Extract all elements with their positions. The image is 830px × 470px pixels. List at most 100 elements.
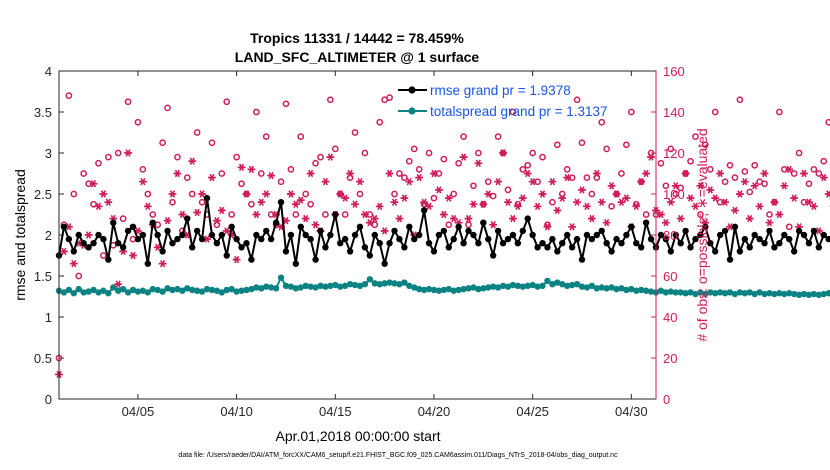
y2-tick-label: 60 [663, 269, 677, 284]
obs-evaluated-point [301, 214, 310, 223]
rmse-point [815, 244, 823, 251]
obs-evaluated-point [449, 214, 458, 223]
obs-possible-point [327, 96, 334, 104]
obs-possible-point [731, 174, 739, 181]
obs-evaluated-point [89, 180, 98, 188]
rmse-point [721, 227, 729, 235]
rmse-point [332, 211, 339, 218]
rmse-point [302, 231, 309, 239]
obs-evaluated-point [637, 178, 645, 186]
y-tick-label: 2 [45, 228, 52, 243]
obs-evaluated-point [168, 190, 177, 198]
totalspread-point [475, 285, 482, 293]
totalspread-point [430, 286, 438, 294]
rmse-point [346, 248, 354, 255]
obs-possible-point [183, 174, 191, 181]
rmse-point [351, 231, 359, 239]
obs-evaluated-point [819, 173, 828, 182]
rmse-point [110, 219, 117, 226]
obs-evaluated-point [509, 214, 517, 223]
totalspread-point [189, 286, 196, 294]
obs-evaluated-point [252, 210, 261, 219]
totalspread-point [179, 287, 186, 294]
obs-evaluated-point [681, 169, 690, 178]
rmse-point [771, 244, 778, 251]
totalspread-point [223, 286, 230, 294]
obs-possible-point [662, 182, 670, 190]
obs-evaluated-point [691, 202, 700, 210]
totalspread-point [480, 285, 487, 292]
totalspread-point [346, 281, 354, 288]
obs-evaluated-point [612, 190, 621, 198]
rmse-point [805, 240, 813, 247]
obs-evaluated-point [667, 198, 675, 206]
rmse-point [736, 248, 744, 255]
rmse-point [208, 231, 216, 239]
rmse-point [356, 223, 364, 230]
obs-possible-point [405, 157, 413, 165]
obs-evaluated-point [548, 178, 557, 186]
y2-tick-label: 20 [663, 351, 677, 366]
totalspread-point [184, 285, 191, 292]
rmse-point [90, 240, 97, 247]
rmse-point [716, 231, 724, 239]
rmse-point [568, 244, 576, 251]
obs-possible-point [642, 211, 650, 218]
rmse-point [376, 240, 383, 247]
obs-evaluated-point [553, 206, 562, 215]
obs-evaluated-point [676, 214, 685, 223]
obs-evaluated-point [208, 173, 216, 182]
totalspread-point [707, 289, 714, 296]
obs-possible-point [529, 149, 537, 157]
totalspread-point [672, 289, 679, 296]
obs-evaluated-point [775, 210, 784, 219]
obs-evaluated-point [60, 247, 68, 256]
totalspread-point [154, 286, 161, 294]
totalspread-point [139, 287, 147, 294]
obs-evaluated-point [420, 198, 428, 206]
totalspread-point [460, 285, 467, 293]
obs-possible-point [144, 190, 152, 198]
rmse-point [277, 199, 285, 206]
obs-possible-point [494, 133, 502, 140]
obs-evaluated-point [84, 231, 93, 239]
obs-evaluated-point [430, 169, 438, 178]
obs-evaluated-point [321, 178, 330, 186]
obs-evaluated-point [306, 169, 315, 178]
totalspread-point [544, 277, 551, 285]
totalspread-point [583, 284, 591, 291]
totalspread-point [134, 288, 142, 295]
totalspread-point [174, 285, 181, 293]
obs-possible-point [657, 159, 665, 167]
obs-possible-point [134, 118, 142, 126]
totalspread-point [667, 288, 675, 295]
legend: rmse grand pr = 1.9378 totalspread grand… [398, 83, 608, 119]
totalspread-point [411, 284, 418, 291]
obs-possible-point [248, 200, 255, 208]
obs-possible-point [489, 192, 497, 200]
x-axis-label: Apr.01,2018 00:00:00 start [275, 428, 440, 444]
obs-possible-point [583, 174, 591, 181]
obs-possible-point [193, 129, 201, 136]
totalspread-point [494, 284, 502, 291]
rmse-point [248, 256, 255, 263]
obs-evaluated-point [99, 190, 108, 198]
obs-evaluated-point [361, 210, 369, 219]
y2-tick-label: 0 [663, 392, 670, 407]
obs-possible-point [519, 166, 527, 173]
obs-evaluated-point [736, 190, 744, 198]
totalspread-point [524, 282, 531, 290]
totalspread-point [198, 288, 206, 295]
obs-possible-point [169, 198, 176, 206]
rmse-point [327, 231, 334, 239]
obs-possible-point [297, 133, 305, 140]
y-tick-label: 1.5 [34, 269, 52, 284]
rmse-point [115, 240, 122, 247]
obs-possible-point [603, 145, 611, 153]
rmse-point [371, 231, 378, 239]
obs-evaluated-point [632, 202, 641, 210]
obs-evaluated-point [494, 178, 502, 186]
obs-possible-point [706, 166, 714, 173]
totalspread-point [465, 285, 472, 292]
obs-evaluated-point [533, 202, 542, 210]
